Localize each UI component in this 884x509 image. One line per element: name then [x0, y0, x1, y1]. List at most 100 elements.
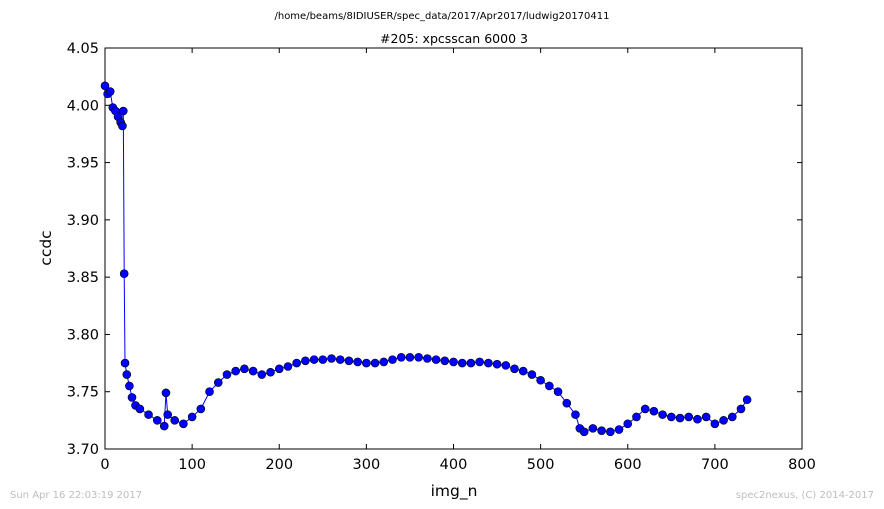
data-point: [658, 410, 667, 419]
data-point: [353, 357, 362, 367]
data-point: [562, 398, 572, 408]
data-point: [170, 416, 179, 425]
data-point: [719, 416, 728, 425]
data-point: [553, 387, 563, 397]
x-axis-label: img_n: [431, 482, 478, 501]
data-point: [649, 406, 659, 416]
data-point: [100, 81, 110, 91]
data-point: [127, 393, 137, 402]
data-point: [125, 381, 134, 391]
data-point: [266, 367, 275, 377]
data-point: [484, 358, 493, 368]
data-point: [710, 419, 720, 429]
data-point: [370, 358, 380, 368]
data-point: [597, 426, 606, 435]
data-point: [135, 404, 145, 414]
data-point: [119, 269, 129, 279]
data-point: [105, 87, 115, 96]
y-tick-label: 3.75: [67, 385, 99, 401]
data-point: [231, 366, 240, 376]
data-point: [213, 378, 223, 387]
y-tick-label: 3.70: [67, 442, 99, 458]
chart-title: #205: xpcsscan 6000 3: [380, 31, 528, 46]
footer-timestamp: Sun Apr 16 22:03:19 2017: [10, 490, 142, 501]
data-point: [388, 355, 397, 364]
x-tick-label: 700: [701, 457, 729, 473]
data-point: [727, 412, 737, 422]
data-point: [701, 412, 711, 422]
x-tick-label: 600: [614, 457, 642, 473]
data-point: [222, 370, 232, 379]
y-tick-label: 4.00: [67, 98, 99, 114]
x-tick-label: 300: [353, 457, 381, 473]
data-point: [196, 404, 206, 414]
data-point: [623, 419, 633, 429]
data-point: [257, 370, 267, 379]
data-point: [120, 358, 130, 368]
data-point: [327, 354, 336, 363]
data-series: [100, 81, 752, 437]
data-point: [179, 419, 188, 429]
data-point: [396, 353, 406, 362]
data-point: [693, 414, 702, 424]
data-point: [159, 421, 169, 431]
x-tick-label: 200: [265, 457, 293, 473]
data-point: [163, 410, 173, 419]
data-point: [362, 358, 371, 368]
footer-credit: spec2nexus, (C) 2014-2017: [736, 490, 874, 501]
data-point: [742, 395, 752, 405]
x-tick-label: 800: [788, 457, 816, 473]
data-point: [606, 427, 615, 437]
data-point: [274, 364, 284, 374]
data-point: [667, 412, 676, 422]
data-point: [122, 370, 132, 379]
x-tick-label: 400: [440, 457, 468, 473]
data-point: [187, 412, 197, 422]
data-point: [292, 358, 301, 368]
data-point: [684, 412, 694, 422]
data-point: [501, 361, 511, 370]
data-point: [309, 355, 319, 364]
data-point: [414, 353, 423, 362]
data-point: [466, 358, 476, 368]
data-point: [492, 359, 502, 369]
data-point: [318, 355, 328, 364]
data-point: [118, 106, 128, 116]
data-point: [301, 356, 310, 366]
x-tick-label: 500: [527, 457, 555, 473]
chart-suptitle: /home/beams/8IDIUSER/spec_data/2017/Apr2…: [274, 11, 609, 22]
data-point: [518, 366, 528, 376]
data-point: [161, 388, 171, 398]
x-axis-ticks: 0 100 200 300 400 500 600 700 800: [100, 48, 816, 473]
data-point: [240, 364, 249, 374]
data-point: [545, 381, 554, 391]
y-axis-label: ccdc: [37, 230, 55, 265]
data-point: [588, 424, 598, 433]
data-point: [344, 356, 354, 366]
data-point: [335, 355, 345, 364]
data-point: [536, 375, 545, 385]
data-point: [640, 404, 650, 414]
data-point: [449, 357, 458, 367]
data-point: [457, 358, 467, 368]
data-point: [423, 354, 432, 363]
y-tick-label: 3.90: [67, 213, 99, 229]
data-point: [144, 410, 153, 419]
data-point: [632, 412, 641, 422]
data-point: [283, 362, 293, 371]
y-tick-label: 4.05: [67, 41, 99, 57]
y-tick-label: 3.85: [67, 270, 99, 286]
data-point: [510, 364, 519, 374]
data-point: [440, 356, 450, 366]
data-point: [475, 357, 484, 367]
y-tick-label: 3.95: [67, 156, 99, 172]
data-point: [579, 427, 589, 437]
x-tick-label: 0: [100, 457, 109, 473]
data-point: [405, 353, 415, 362]
data-point: [527, 370, 537, 379]
data-point: [571, 410, 580, 419]
data-point: [248, 366, 258, 376]
x-tick-label: 100: [178, 457, 206, 473]
data-point: [614, 425, 624, 434]
